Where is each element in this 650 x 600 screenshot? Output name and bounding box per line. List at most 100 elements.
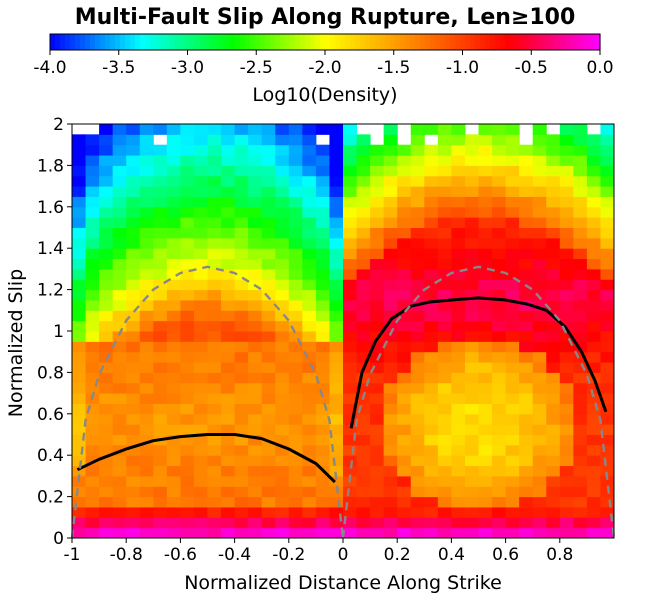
heatmap-cell bbox=[478, 206, 493, 218]
heatmap-cell bbox=[180, 465, 195, 477]
heatmap-cell bbox=[478, 196, 493, 208]
heatmap-cell bbox=[248, 475, 263, 487]
heatmap-cell bbox=[315, 279, 330, 291]
colorbar-segment bbox=[390, 34, 396, 50]
heatmap-cell bbox=[126, 175, 141, 187]
heatmap-cell bbox=[275, 413, 290, 425]
heatmap-cell bbox=[573, 124, 588, 135]
heatmap-cell bbox=[221, 475, 236, 487]
heatmap-cell bbox=[221, 372, 236, 384]
colorbar-segment bbox=[380, 34, 386, 50]
heatmap-cell bbox=[153, 351, 168, 363]
heatmap-cell bbox=[356, 341, 371, 353]
heatmap-cell bbox=[437, 393, 452, 404]
colorbar-segment bbox=[75, 34, 81, 50]
heatmap-cell bbox=[478, 527, 493, 539]
heatmap-cell bbox=[600, 527, 615, 539]
heatmap-cell bbox=[99, 299, 114, 311]
heatmap-cell bbox=[302, 424, 317, 435]
heatmap-cell bbox=[72, 227, 87, 239]
heatmap-cell bbox=[193, 155, 208, 166]
heatmap-cell bbox=[492, 506, 507, 518]
heatmap-cell bbox=[410, 320, 425, 332]
colorbar-segment bbox=[470, 34, 476, 50]
heatmap-cell bbox=[99, 527, 114, 539]
heatmap-cell bbox=[207, 517, 222, 529]
heatmap-cell bbox=[153, 299, 168, 311]
heatmap-cell bbox=[370, 165, 385, 177]
y-tick-label: 1.2 bbox=[37, 281, 64, 301]
heatmap-cell bbox=[180, 527, 195, 539]
heatmap-cell bbox=[139, 237, 154, 249]
heatmap-cell bbox=[329, 341, 344, 353]
heatmap-cell bbox=[126, 144, 141, 156]
heatmap-cell bbox=[112, 248, 127, 260]
heatmap-cell bbox=[397, 258, 412, 270]
heatmap-cell bbox=[288, 351, 303, 363]
heatmap-cell bbox=[261, 289, 276, 301]
heatmap-cell bbox=[383, 206, 398, 218]
heatmap-cell bbox=[437, 465, 452, 477]
heatmap-cell bbox=[573, 155, 588, 166]
heatmap-cell bbox=[261, 175, 276, 187]
heatmap-cell bbox=[532, 506, 547, 518]
heatmap-cell bbox=[519, 424, 534, 435]
heatmap-cell bbox=[464, 465, 479, 477]
heatmap-cell bbox=[546, 227, 561, 239]
colorbar-segment bbox=[150, 34, 156, 50]
heatmap-cell bbox=[275, 496, 290, 508]
heatmap-cell bbox=[464, 413, 479, 425]
heatmap-cell bbox=[424, 506, 439, 518]
heatmap-cell bbox=[505, 310, 520, 322]
heatmap-cell bbox=[139, 403, 154, 415]
heatmap-cell bbox=[72, 165, 87, 177]
heatmap-cell bbox=[356, 155, 371, 166]
heatmap-cell bbox=[302, 434, 317, 446]
heatmap-cell bbox=[546, 196, 561, 208]
heatmap-cell bbox=[478, 372, 493, 384]
heatmap-cell bbox=[329, 248, 344, 260]
heatmap-cell bbox=[166, 331, 181, 342]
heatmap-cell bbox=[329, 196, 344, 208]
heatmap-cell bbox=[166, 527, 181, 539]
heatmap-cell bbox=[383, 196, 398, 208]
heatmap-cell bbox=[424, 444, 439, 456]
heatmap-cell bbox=[424, 382, 439, 394]
heatmap-cell bbox=[586, 155, 601, 166]
heatmap-cell bbox=[492, 227, 507, 239]
heatmap-cell bbox=[153, 258, 168, 270]
dashed-curve-3 bbox=[341, 265, 616, 539]
heatmap-cell bbox=[410, 455, 425, 467]
heatmap-cell bbox=[464, 475, 479, 487]
heatmap-cell bbox=[166, 134, 181, 146]
heatmap-cell bbox=[573, 517, 588, 529]
heatmap-cell bbox=[573, 475, 588, 487]
heatmap-cell bbox=[248, 144, 263, 156]
heatmap-cell bbox=[505, 341, 520, 353]
heatmap-cell bbox=[112, 320, 127, 332]
colorbar-segment bbox=[180, 34, 186, 50]
heatmap-cell bbox=[586, 393, 601, 404]
heatmap-cell bbox=[153, 268, 168, 280]
heatmap-cell bbox=[302, 175, 317, 187]
heatmap-cell bbox=[329, 165, 344, 177]
heatmap-cell bbox=[180, 331, 195, 342]
heatmap-cell bbox=[85, 268, 100, 280]
heatmap-cell bbox=[126, 196, 141, 208]
heatmap-cell bbox=[370, 186, 385, 197]
heatmap-cell bbox=[370, 279, 385, 291]
heatmap-cell bbox=[573, 455, 588, 467]
heatmap-cell bbox=[180, 279, 195, 291]
heatmap-cell bbox=[600, 506, 615, 518]
heatmap-cell bbox=[112, 165, 127, 177]
heatmap-cell bbox=[424, 196, 439, 208]
heatmap-cell bbox=[234, 134, 249, 146]
heatmap-cell bbox=[410, 155, 425, 166]
heatmap-cell bbox=[329, 351, 344, 363]
heatmap-cell bbox=[356, 289, 371, 301]
heatmap-cell bbox=[248, 372, 263, 384]
heatmap-cell bbox=[139, 331, 154, 342]
heatmap-cell bbox=[356, 465, 371, 477]
heatmap-cell bbox=[451, 351, 466, 363]
heatmap-cell bbox=[315, 413, 330, 425]
